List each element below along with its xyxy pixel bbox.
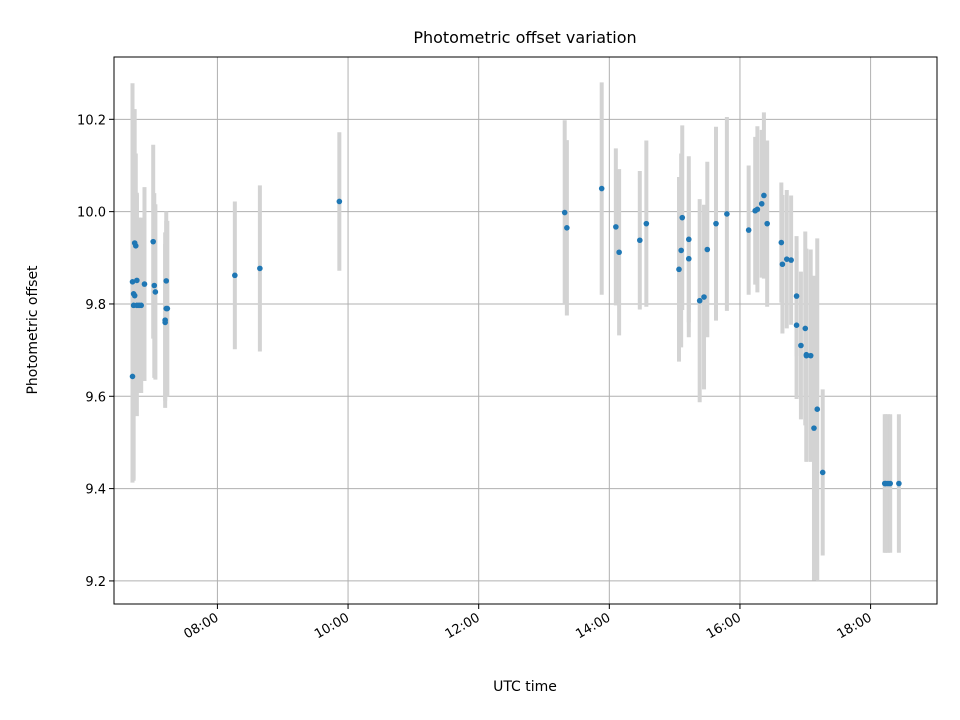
- y-axis-label: Photometric offset: [25, 265, 41, 395]
- data-point: [164, 305, 171, 312]
- x-axis-label: UTC time: [493, 679, 557, 695]
- data-point: [713, 220, 719, 227]
- data-point: [754, 206, 761, 213]
- data-point: [764, 220, 770, 227]
- data-point: [793, 322, 800, 328]
- data-point: [232, 272, 238, 279]
- data-point: [778, 239, 785, 246]
- data-point: [798, 342, 804, 349]
- data-point: [807, 352, 814, 359]
- data-point: [134, 277, 140, 284]
- y-tick-label: 9.4: [85, 483, 106, 498]
- data-point: [803, 352, 810, 359]
- data-point: [643, 220, 650, 227]
- data-point: [138, 302, 145, 309]
- data-point: [761, 192, 767, 199]
- data-point: [598, 185, 605, 192]
- data-point: [679, 214, 686, 221]
- data-point: [685, 255, 692, 262]
- data-point: [896, 480, 902, 487]
- data-points: [129, 185, 902, 487]
- data-point: [129, 373, 136, 380]
- y-tick-label: 9.2: [85, 575, 106, 590]
- data-point: [814, 406, 821, 413]
- data-point: [163, 278, 170, 284]
- plot-frame: [113, 56, 938, 605]
- data-point: [336, 198, 343, 205]
- y-tick-label: 10.2: [77, 113, 106, 128]
- data-point: [162, 319, 168, 326]
- data-point: [685, 236, 692, 243]
- data-point: [152, 289, 159, 295]
- data-point: [793, 293, 800, 299]
- data-point: [564, 224, 570, 231]
- data-point: [811, 425, 817, 431]
- data-point: [637, 237, 643, 244]
- chart-title: Photometric offset variation: [413, 28, 636, 47]
- data-point: [129, 279, 136, 285]
- data-point: [724, 211, 730, 217]
- data-point: [887, 480, 893, 487]
- data-point: [150, 238, 156, 245]
- data-point: [561, 209, 568, 216]
- data-point: [132, 242, 139, 249]
- data-point: [779, 261, 786, 268]
- y-tick-label: 9.6: [85, 390, 106, 405]
- data-point: [141, 281, 148, 287]
- y-tick-label: 10.0: [77, 206, 106, 221]
- data-point: [676, 266, 682, 273]
- data-point: [257, 265, 263, 272]
- data-point: [704, 246, 711, 253]
- data-point: [678, 247, 684, 254]
- y-axis-ticks: 9.2 9.4 9.6 9.8 10.0 10.2: [77, 113, 114, 590]
- data-point: [802, 325, 809, 332]
- data-point: [613, 224, 619, 230]
- data-point: [819, 469, 826, 476]
- data-point: [745, 227, 752, 233]
- data-point: [696, 297, 703, 304]
- y-tick-label: 9.8: [85, 298, 106, 313]
- data-point: [151, 282, 158, 289]
- data-point: [701, 294, 707, 300]
- data-point: [783, 256, 790, 262]
- data-point: [616, 249, 622, 256]
- data-point: [131, 292, 138, 299]
- data-point: [758, 200, 765, 207]
- data-point: [788, 257, 794, 263]
